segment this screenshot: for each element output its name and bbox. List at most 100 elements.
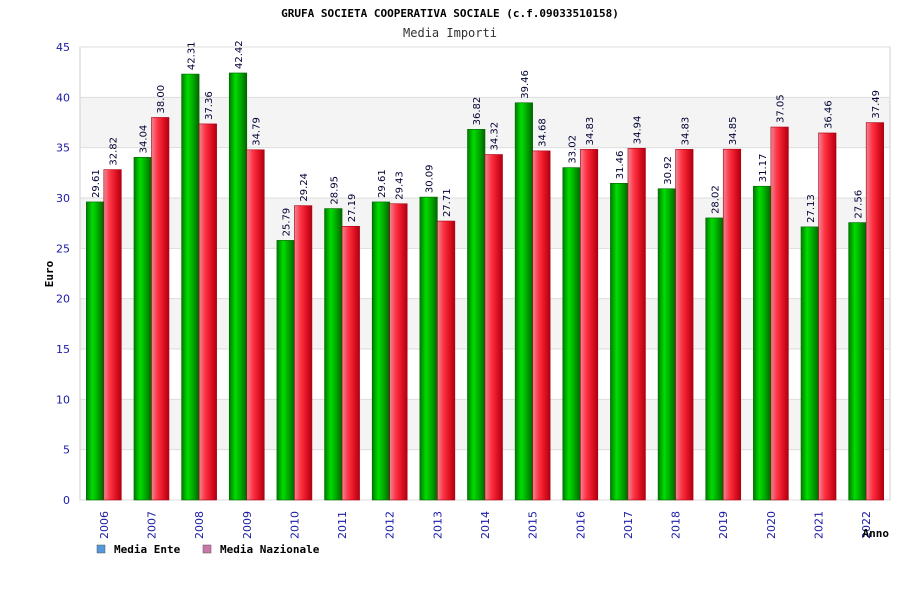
- bar-media-nazionale: [722, 148, 742, 501]
- value-label: 34.94: [633, 116, 644, 145]
- value-label: 27.13: [806, 194, 817, 223]
- value-label: 25.79: [282, 208, 293, 237]
- value-label: 29.61: [377, 169, 388, 198]
- chart-subtitle: Media Importi: [403, 26, 497, 40]
- bar-media-ente: [324, 208, 343, 501]
- legend-label-media-ente: Media Ente: [114, 543, 181, 556]
- x-tick-label: 2016: [574, 511, 587, 539]
- value-label: 38.00: [156, 85, 167, 114]
- bar-media-nazionale: [532, 150, 551, 501]
- y-tick-label: 10: [56, 393, 70, 406]
- bar-media-nazionale: [198, 123, 217, 501]
- y-tick-label: 0: [63, 494, 70, 507]
- bar-media-ente: [848, 222, 867, 501]
- value-label: 34.83: [585, 117, 596, 146]
- value-label: 27.19: [347, 194, 358, 223]
- x-axis-ticks: 2006 2007 2008 2009 2010 2011 2012 2013 2014 2015…: [98, 511, 873, 539]
- legend-swatch-media-nazionale: [202, 544, 212, 554]
- bar-media-ente: [514, 102, 533, 501]
- value-label: 36.46: [823, 100, 834, 129]
- x-tick-label: 2014: [479, 511, 492, 539]
- value-label: 29.43: [394, 171, 405, 200]
- y-axis-label: Euro: [43, 260, 56, 287]
- bar-media-ente: [133, 157, 152, 501]
- y-tick-label: 40: [56, 91, 70, 104]
- bar-media-nazionale: [770, 126, 789, 501]
- bar-media-ente: [657, 188, 676, 501]
- value-label: 31.46: [615, 151, 626, 180]
- bar-media-ente: [419, 196, 438, 501]
- x-tick-label: 2006: [98, 511, 111, 539]
- bar-media-ente: [800, 226, 819, 501]
- value-label: 27.56: [853, 190, 864, 219]
- bar-media-ente: [276, 240, 295, 501]
- x-tick-label: 2013: [431, 511, 444, 539]
- x-tick-label: 2007: [145, 511, 158, 539]
- x-tick-label: 2012: [384, 511, 397, 539]
- bar-media-nazionale: [103, 169, 122, 501]
- bar-media-nazionale: [294, 205, 313, 501]
- y-tick-label: 20: [56, 293, 70, 306]
- chart-title: GRUFA SOCIETA COOPERATIVA SOCIALE (c.f.0…: [281, 7, 619, 20]
- value-label: 42.42: [234, 40, 245, 69]
- value-label: 34.83: [680, 117, 691, 146]
- bar-media-nazionale: [389, 203, 408, 501]
- value-label: 30.92: [663, 156, 674, 185]
- bar-media-nazionale: [341, 225, 360, 501]
- bar-media-ente: [467, 129, 486, 501]
- bar-media-nazionale: [675, 149, 694, 501]
- bar-media-ente: [228, 72, 248, 501]
- x-tick-label: 2018: [670, 511, 683, 539]
- x-axis-label: Anno: [863, 527, 890, 540]
- value-label: 34.32: [490, 122, 501, 151]
- bar-media-ente: [86, 201, 105, 501]
- bars: [86, 72, 884, 501]
- x-tick-label: 2010: [288, 511, 301, 539]
- y-tick-label: 35: [56, 142, 70, 155]
- value-label: 34.79: [252, 117, 263, 146]
- x-tick-label: 2008: [193, 511, 206, 539]
- x-tick-label: 2011: [336, 511, 349, 539]
- value-label: 29.61: [91, 169, 102, 198]
- bar-media-ente: [705, 217, 724, 501]
- bar-media-nazionale: [865, 122, 884, 501]
- bar-media-ente: [753, 185, 772, 501]
- bar-media-ente: [562, 167, 581, 501]
- value-label: 39.46: [520, 70, 531, 99]
- value-label: 34.85: [728, 117, 739, 146]
- value-label: 34.04: [139, 125, 150, 154]
- value-label: 31.17: [758, 154, 769, 183]
- value-label: 30.09: [425, 164, 436, 193]
- value-label: 34.68: [537, 118, 548, 147]
- legend: Media Ente Media Nazionale: [96, 543, 320, 556]
- plot-band: [80, 47, 890, 98]
- value-label: 37.05: [776, 94, 787, 123]
- bar-media-nazionale: [627, 147, 646, 501]
- value-label: 27.71: [442, 188, 453, 217]
- y-tick-label: 5: [63, 444, 70, 457]
- y-tick-label: 15: [56, 343, 70, 356]
- value-label: 37.49: [871, 90, 882, 119]
- x-tick-label: 2017: [622, 511, 635, 539]
- value-label: 42.31: [186, 41, 197, 70]
- value-labels: 29.61 32.82 34.04 38.00 42.31 37.36 42.42 34.79…: [91, 40, 882, 236]
- y-tick-label: 45: [56, 41, 70, 54]
- bar-media-nazionale: [818, 132, 837, 501]
- bar-media-nazionale: [151, 117, 170, 501]
- legend-label-media-nazionale: Media Nazionale: [220, 543, 320, 556]
- value-label: 36.82: [472, 97, 483, 126]
- bar-media-nazionale: [246, 149, 265, 501]
- x-tick-label: 2009: [241, 511, 254, 539]
- x-tick-label: 2019: [717, 511, 730, 539]
- y-tick-label: 30: [56, 192, 70, 205]
- value-label: 29.24: [299, 173, 310, 202]
- value-label: 28.02: [710, 185, 721, 214]
- x-tick-label: 2015: [527, 511, 540, 539]
- y-tick-label: 25: [56, 242, 70, 255]
- bar-media-nazionale: [579, 149, 599, 501]
- value-label: 32.82: [109, 137, 120, 166]
- bar-media-nazionale: [484, 154, 503, 501]
- x-tick-label: 2020: [765, 511, 778, 539]
- legend-swatch-media-ente: [96, 544, 106, 554]
